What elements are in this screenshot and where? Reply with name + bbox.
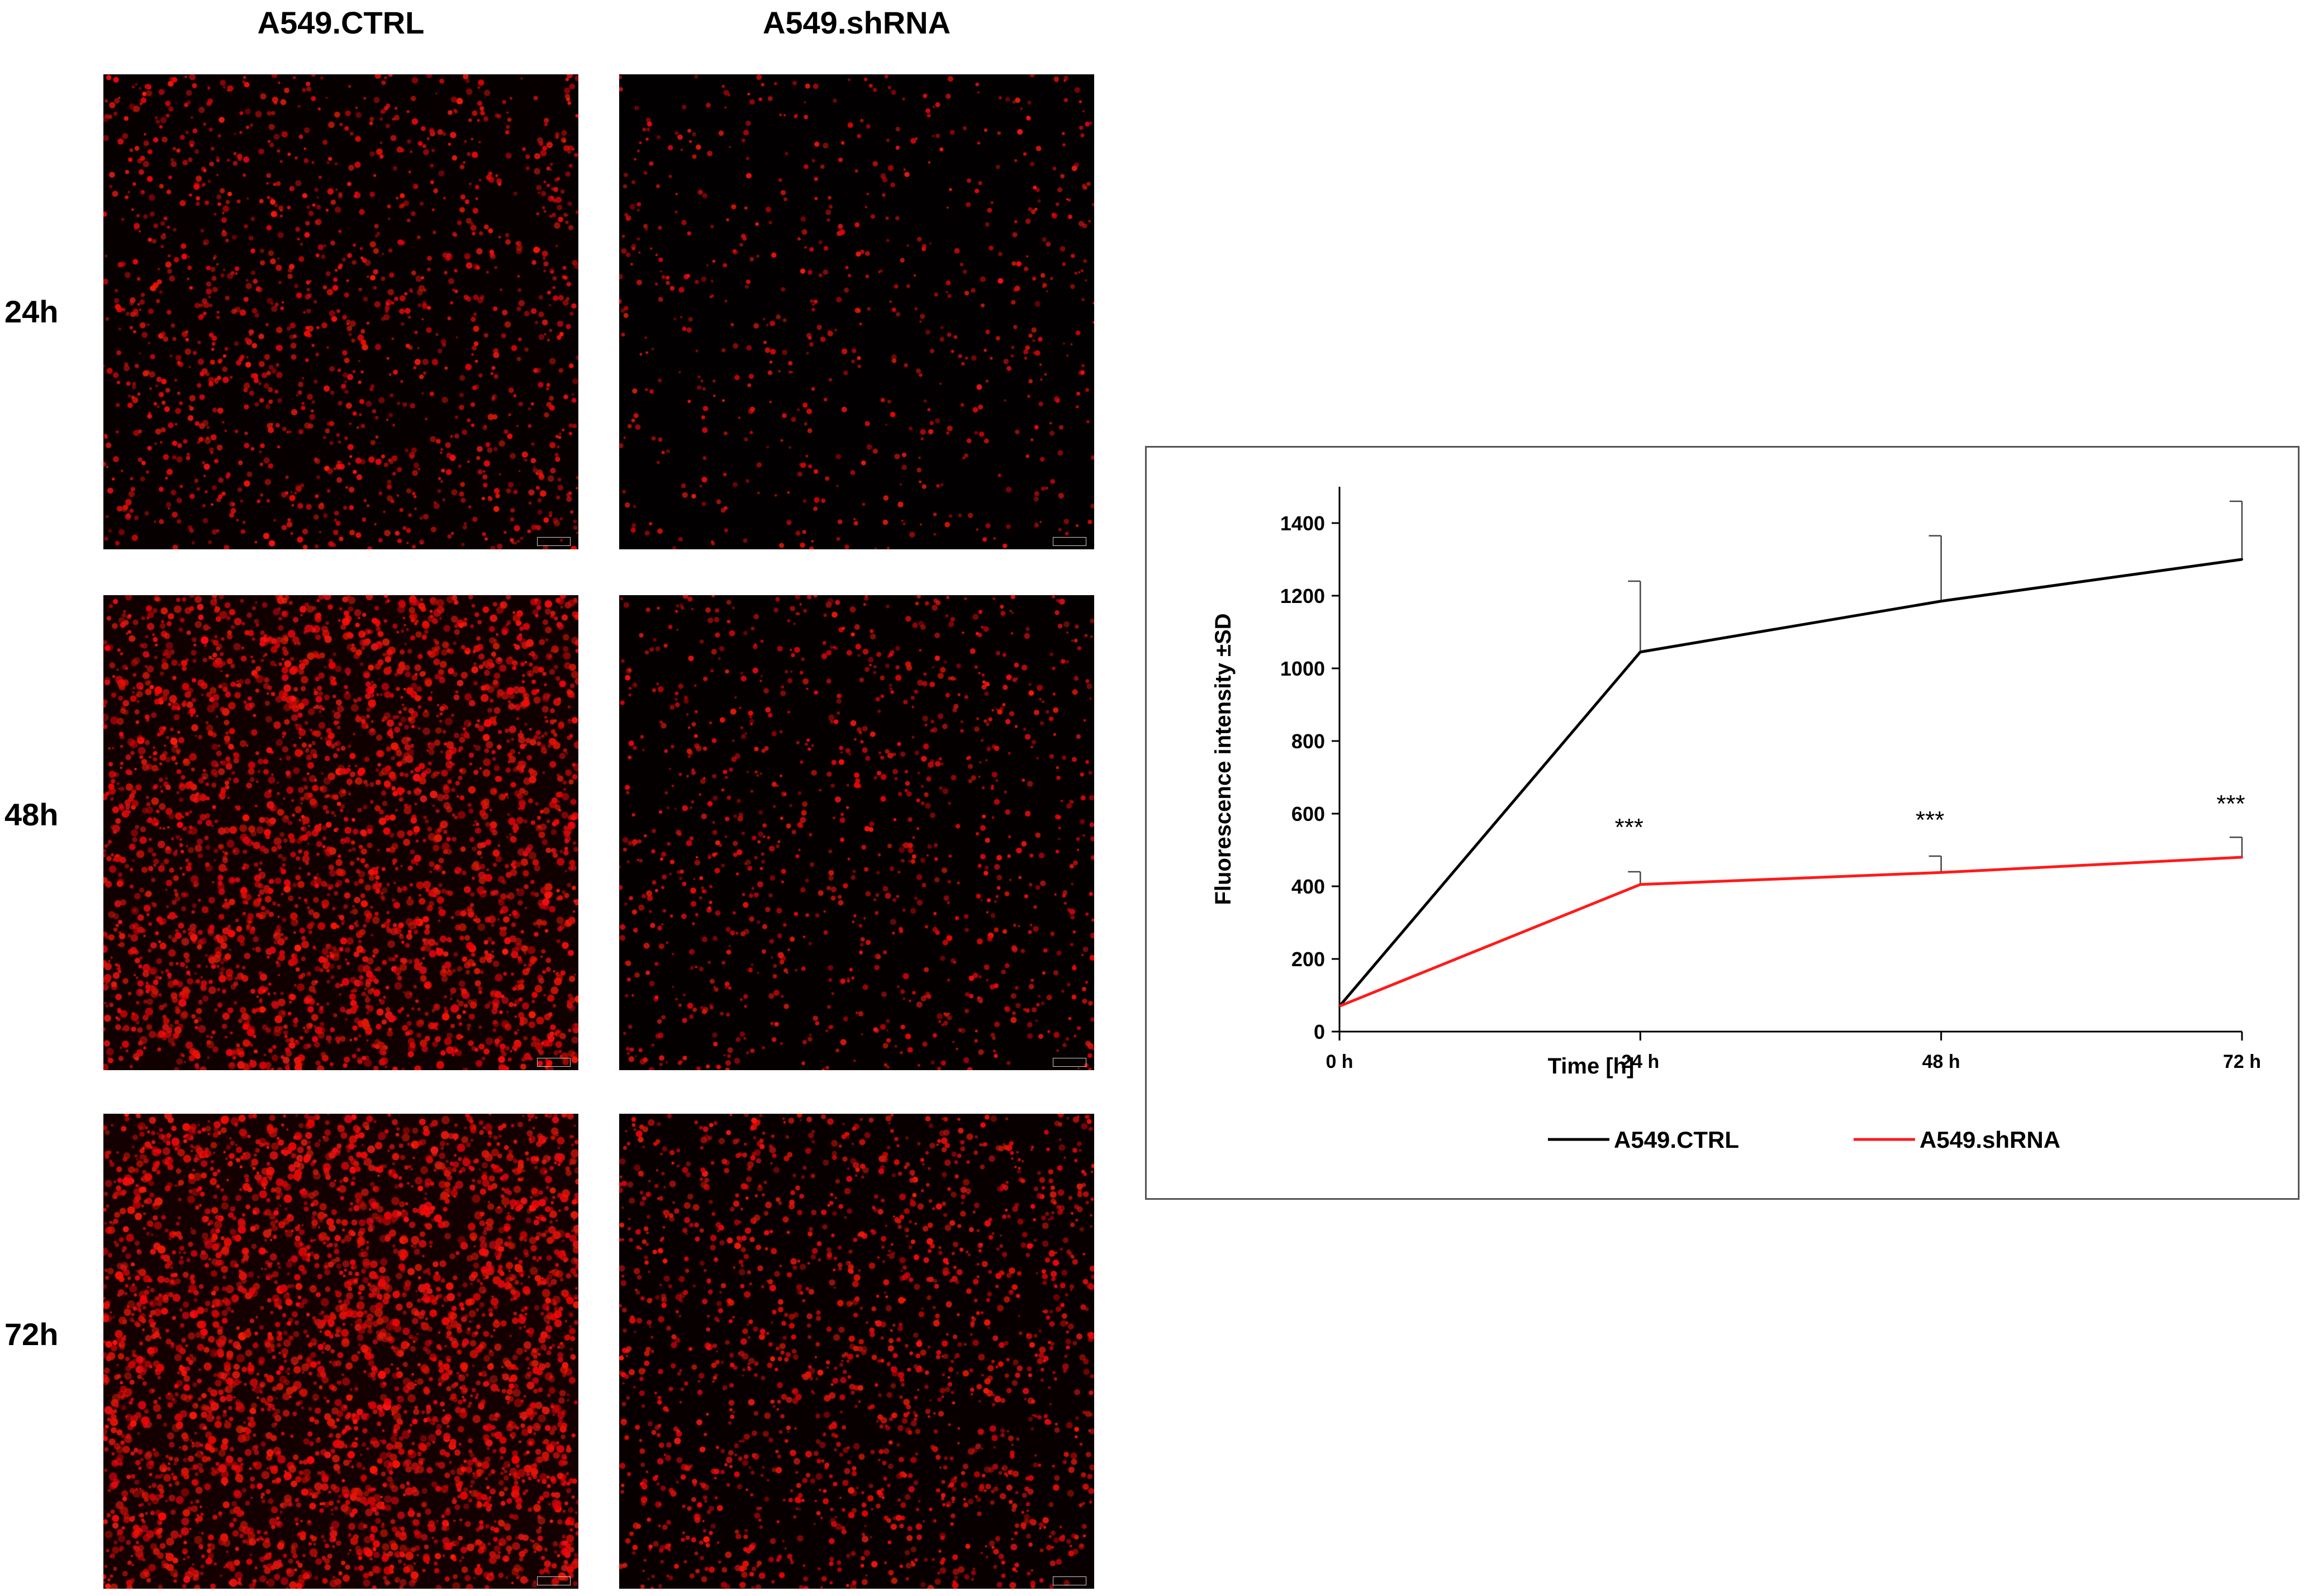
micrograph-ctrl-48h bbox=[103, 595, 578, 1070]
scale-bar bbox=[537, 1058, 571, 1067]
legend-label: A549.CTRL bbox=[1614, 1127, 1739, 1153]
scale-bar bbox=[1053, 1576, 1086, 1585]
y-tick-label: 800 bbox=[1291, 730, 1325, 753]
scale-bar bbox=[1053, 537, 1086, 546]
data-point bbox=[1940, 871, 1942, 874]
scale-bar bbox=[1053, 1058, 1086, 1067]
legend-label: A549.shRNA bbox=[1920, 1127, 2060, 1153]
scale-bar bbox=[537, 1576, 571, 1585]
y-tick-label: 1200 bbox=[1280, 585, 1325, 607]
micrograph-shrna-72h bbox=[619, 1114, 1094, 1589]
micrograph-ctrl-24h bbox=[103, 74, 578, 549]
chart-panel: 0 200 400 600 800 1000 1200 1400 0 h 24 h 48 h 72 h… bbox=[1145, 446, 2300, 1200]
y-tick-label: 600 bbox=[1291, 802, 1325, 825]
series-line-0 bbox=[1338, 558, 2243, 1008]
column-header-ctrl: A549.CTRL bbox=[257, 5, 425, 40]
x-tick-label: 0 h bbox=[1326, 1051, 1353, 1072]
x-tick-label: 72 h bbox=[2223, 1051, 2261, 1072]
y-tick-label: 0 bbox=[1314, 1020, 1325, 1043]
significance-label: *** bbox=[2216, 790, 2245, 818]
y-tick-label: 1400 bbox=[1280, 512, 1325, 535]
row-label-24h: 24h bbox=[4, 294, 59, 329]
row-label-72h: 72h bbox=[4, 1317, 59, 1352]
series-line-1 bbox=[1339, 856, 2243, 1008]
line-chart: 0 200 400 600 800 1000 1200 1400 0 h 24 h 48 h 72 h… bbox=[1211, 487, 2261, 1153]
micrograph-shrna-48h bbox=[619, 595, 1094, 1070]
data-point bbox=[2241, 856, 2243, 858]
significance-label: *** bbox=[1916, 806, 1944, 834]
data-point bbox=[1940, 600, 1942, 602]
x-axis-label: Time [h] bbox=[1548, 1054, 1635, 1079]
y-axis-label: Fluorescence intensity ±SD bbox=[1211, 613, 1236, 905]
column-header-shrna: A549.shRNA bbox=[762, 5, 951, 40]
data-point bbox=[1639, 883, 1642, 886]
significance-label: *** bbox=[1615, 814, 1643, 841]
scale-bar bbox=[537, 537, 571, 546]
data-point bbox=[1639, 650, 1642, 653]
x-tick-label: 24 h bbox=[1621, 1051, 1659, 1072]
y-tick-label: 1000 bbox=[1280, 657, 1325, 680]
micrograph-ctrl-72h bbox=[103, 1114, 578, 1589]
data-point bbox=[2241, 558, 2243, 560]
y-tick-label: 400 bbox=[1291, 875, 1325, 898]
micrograph-shrna-24h bbox=[619, 74, 1094, 549]
row-label-48h: 48h bbox=[4, 797, 59, 832]
y-tick-label: 200 bbox=[1291, 948, 1325, 971]
x-tick-label: 48 h bbox=[1922, 1051, 1960, 1072]
